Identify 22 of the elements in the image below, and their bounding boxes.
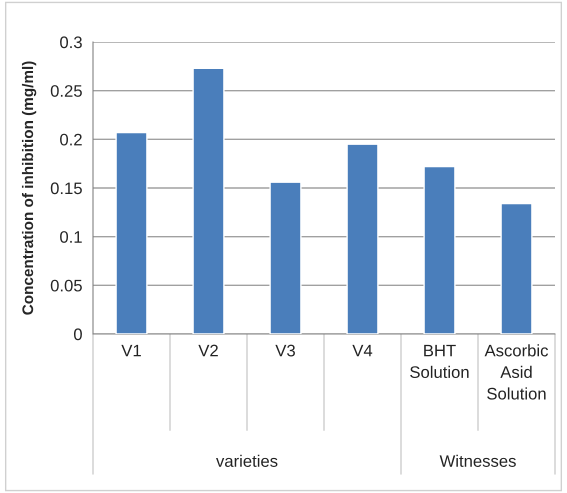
bar xyxy=(423,166,456,334)
y-axis-title: Concentration of inhibition (mg/ml) xyxy=(22,61,36,315)
bar xyxy=(115,132,148,334)
x-tick-label: V2 xyxy=(198,344,218,356)
y-tick-label: 0.15 xyxy=(50,182,82,194)
x-tick-label: V1 xyxy=(121,344,141,356)
bar xyxy=(500,202,533,334)
y-tick-label: 0.05 xyxy=(50,280,82,292)
x-tick-label: Ascorbic Asid Solution xyxy=(484,344,548,400)
y-tick-label: 0 xyxy=(74,328,82,340)
y-tick-label: 0.2 xyxy=(60,134,82,146)
y-tick-label: 0.1 xyxy=(60,231,82,243)
bar xyxy=(346,144,379,334)
x-tick-label: BHT Solution xyxy=(410,344,469,378)
bar xyxy=(269,181,302,334)
x-tick-label: V4 xyxy=(352,344,372,356)
y-tick-label: 0.3 xyxy=(60,36,82,48)
y-tick-label: 0.25 xyxy=(50,85,82,97)
x-tick-label: V3 xyxy=(275,344,295,356)
text: varieties xyxy=(216,454,278,467)
text: Witnesses xyxy=(440,454,516,467)
bar xyxy=(192,68,225,334)
